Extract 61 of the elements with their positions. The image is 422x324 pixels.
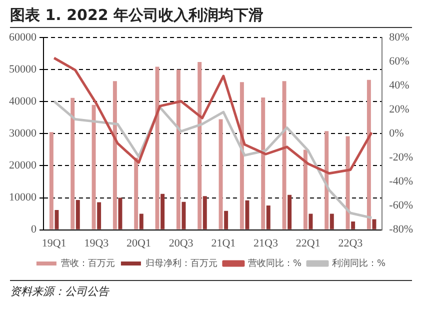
bar xyxy=(202,196,207,230)
bar xyxy=(372,219,376,230)
bar xyxy=(366,80,371,230)
y2-tick-label: 60% xyxy=(389,56,410,68)
y-tick-label: 10000 xyxy=(9,192,37,204)
x-tick-label: 20Q3 xyxy=(168,237,194,250)
legend-label: 利润同比：% xyxy=(332,258,386,269)
bar xyxy=(155,66,160,230)
bar xyxy=(303,150,308,230)
bar xyxy=(118,198,122,230)
bar xyxy=(218,119,223,230)
legend-label: 营收：百万元 xyxy=(60,258,115,269)
bar xyxy=(134,158,138,230)
bar xyxy=(288,194,292,230)
y2-tick-label: 40% xyxy=(389,80,410,92)
bar xyxy=(351,221,356,230)
x-tick-label: 22Q3 xyxy=(338,237,364,250)
bar xyxy=(261,98,266,230)
y-tick-label: 60000 xyxy=(9,31,37,44)
y2-tick-label: -80% xyxy=(389,224,413,236)
bar xyxy=(176,70,180,230)
y-tick-label: 0 xyxy=(31,224,37,236)
y-tick-label: 20000 xyxy=(9,160,37,172)
x-tick-label: 21Q3 xyxy=(254,237,278,250)
bar xyxy=(160,194,165,230)
bar xyxy=(240,82,244,230)
bar xyxy=(245,200,250,230)
y2-tick-label: -40% xyxy=(389,176,413,188)
bar xyxy=(182,202,186,230)
y2-tick-label: 80% xyxy=(389,31,410,44)
legend-label: 归母净利：百万元 xyxy=(145,258,218,269)
bar xyxy=(139,214,144,230)
bar xyxy=(224,210,228,230)
bar xyxy=(70,98,75,230)
chart-title: 图表 1. 2022 年公司收入利润均下滑 xyxy=(10,6,412,28)
x-tick-label: 19Q1 xyxy=(42,237,66,250)
bar xyxy=(92,104,96,230)
bar xyxy=(76,200,80,230)
y2-tick-label: -20% xyxy=(389,152,413,164)
x-tick-label: 22Q1 xyxy=(296,237,320,250)
y2-tick-label: 20% xyxy=(389,104,410,116)
x-tick-label: 19Q3 xyxy=(84,237,110,250)
text: 资料来源：公司公告 xyxy=(10,284,110,299)
x-tick-label: 21Q1 xyxy=(211,237,236,250)
bar xyxy=(198,62,202,230)
y-tick-label: 30000 xyxy=(9,128,37,140)
y-tick-label: 40000 xyxy=(9,96,37,108)
y2-tick-label: -60% xyxy=(389,200,413,212)
x-tick-label: 20Q1 xyxy=(126,237,151,250)
y2-tick-label: 0% xyxy=(389,128,404,140)
bar xyxy=(282,81,286,230)
bar xyxy=(49,132,54,230)
bar xyxy=(54,210,59,230)
bar xyxy=(112,81,117,230)
bar xyxy=(346,136,350,230)
bar xyxy=(330,214,334,230)
y-tick-label: 50000 xyxy=(9,64,37,76)
bar xyxy=(97,202,102,230)
bar xyxy=(266,205,270,230)
bar xyxy=(324,131,329,230)
legend-label: 营收同比：% xyxy=(248,258,302,269)
